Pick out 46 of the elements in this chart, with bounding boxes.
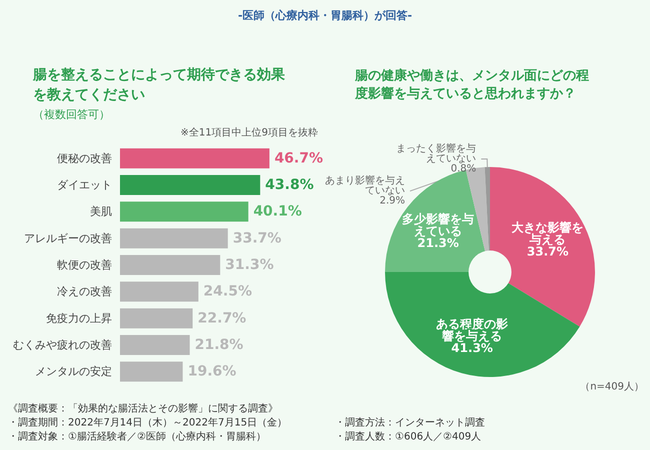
y-tick-label: 免疫力の上昇 [46, 312, 112, 325]
slice-label: まったく影響を与えていない [396, 142, 476, 165]
slice-label: 多少影響を与えている [402, 212, 474, 238]
bar [120, 148, 270, 168]
data-label: 21.8% [194, 337, 244, 353]
text: -医師（心療内科・胃腸科）が回答- [238, 9, 412, 22]
data-label: 24.5% [203, 284, 252, 300]
data-label: 46.7% [274, 150, 324, 166]
data-label: 2.9% [380, 196, 405, 207]
data-label: 19.6% [188, 364, 236, 380]
chart-title: 腸の健康や働きは、メンタル面にどの程度影響を与えていると思われますか？ [354, 68, 589, 102]
data-label: 0.8% [450, 164, 476, 175]
bar [120, 362, 183, 382]
bar [120, 255, 220, 275]
y-tick-label: 軟便の改善 [57, 258, 112, 272]
y-tick-label: むくみや疲れの改善 [13, 338, 112, 352]
y-tick-label: アレルギーの改善 [24, 232, 112, 245]
data-label: 43.8% [265, 177, 314, 193]
data-label: 31.3% [225, 257, 274, 273]
bar [120, 282, 198, 302]
y-tick-label: ダイエット [57, 178, 112, 192]
y-tick-label: 冷えの改善 [57, 285, 112, 298]
text: ※全11項目中上位9項目を抜粋 [180, 126, 318, 138]
bar [120, 335, 190, 355]
data-label: 33.7% [232, 230, 282, 246]
y-tick-label: 美肌 [90, 205, 112, 218]
chart-subtitle: （複数回答可） [33, 108, 110, 121]
text: （n=409人） [580, 382, 644, 392]
y-tick-label: 便秘の改善 [57, 152, 112, 165]
bar [120, 308, 193, 328]
bar [120, 202, 248, 222]
slice-label: あまり影響を与えていない [325, 174, 405, 197]
data-label: 40.1% [253, 204, 302, 220]
text: ・調査対象：①腸活経験者／②医師（心療内科・胃腸科） [8, 430, 266, 442]
y-tick-label: メンタルの安定 [35, 365, 112, 378]
data-label: 22.7% [198, 310, 246, 326]
bar [120, 175, 260, 195]
text: 《調査概要：「効果的な腸活法とその影響」に関する調査》 [8, 402, 278, 414]
data-label: 33.7% [526, 244, 569, 259]
text: ・調査人数：①606人／②409人 [335, 430, 482, 442]
text: ・調査方法：インターネット調査 [335, 416, 485, 428]
chart-title: 腸を整えることによって期待できる効果を教えてください [32, 67, 286, 103]
data-label: 21.3% [417, 236, 459, 250]
text: ・調査期間：2022年7月14日（木）～2022年7月15日（金） [8, 416, 288, 428]
slice-label: 大きな影響を与える [512, 220, 584, 247]
bar [120, 228, 228, 248]
